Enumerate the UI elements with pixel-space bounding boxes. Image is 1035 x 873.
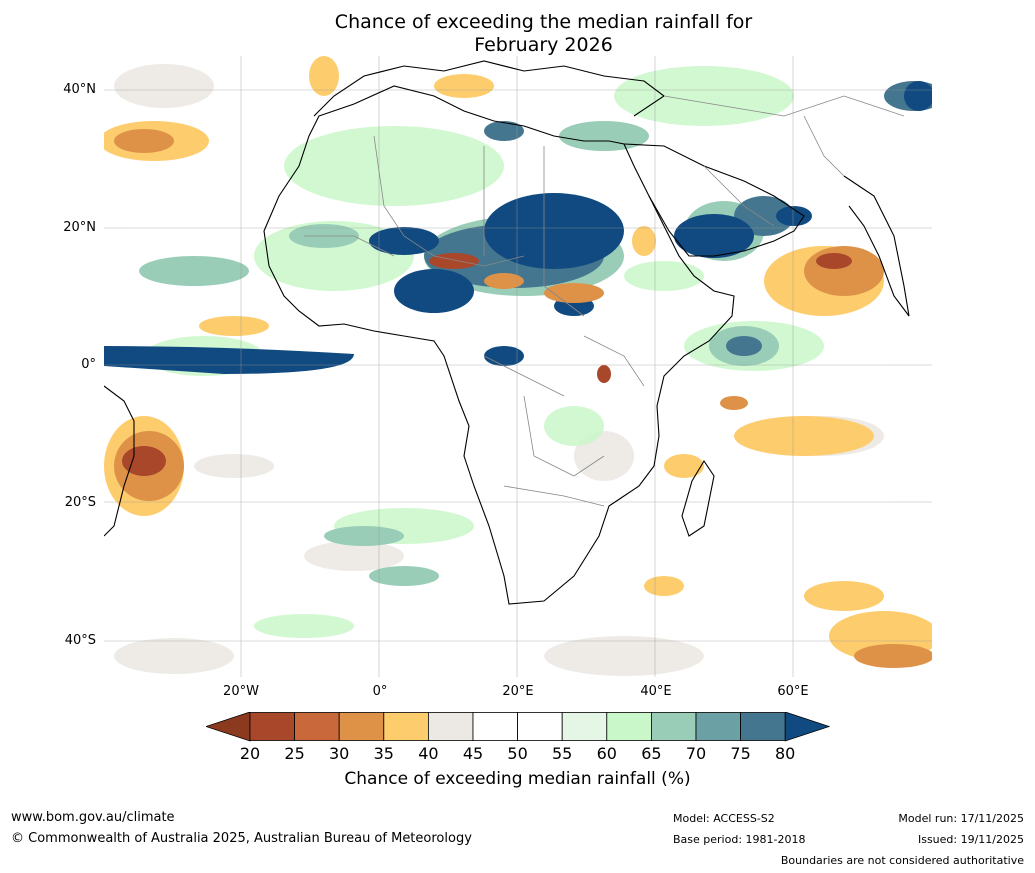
colorbar-extend-high (784, 712, 830, 742)
lon-tick-60e: 60°E (777, 684, 809, 699)
very-dry-patches (122, 253, 852, 476)
colorbar-tick-label: 55 (552, 744, 573, 763)
dark-blue-patches (104, 81, 934, 374)
footer-copyright: © Commonwealth of Australia 2025, Austra… (11, 831, 472, 846)
colorbar-cell (249, 712, 295, 741)
lat-tick-40s: 40°S (64, 633, 96, 648)
europe-coastline (313, 60, 665, 117)
south-america-coastline (103, 385, 135, 537)
colorbar-cell (650, 712, 697, 741)
colorbar-tick-label: 35 (373, 744, 394, 763)
lon-tick-40e: 40°E (640, 684, 672, 699)
map-title-line-1: Chance of exceeding the median rainfall … (334, 11, 753, 33)
colorbar-tick-label: 45 (462, 744, 484, 763)
colorbar-cell (740, 712, 786, 741)
lon-tick-20e: 20°E (502, 684, 534, 699)
colorbar-extend-low (206, 712, 251, 742)
colorbar-tick-label: 50 (507, 744, 528, 763)
colorbar-cell (338, 712, 385, 741)
lat-tick-20s: 20°S (64, 495, 96, 510)
footer-model: Model: ACCESS-S2 (673, 812, 775, 825)
lat-tick-20n: 20°N (63, 220, 96, 235)
colorbar-tick-label: 20 (239, 744, 261, 763)
colorbar-cell (695, 712, 741, 741)
colorbar-cell (561, 712, 608, 741)
colorbar-tick-label: 60 (596, 744, 617, 763)
footer-url[interactable]: www.bom.gov.au/climate (11, 810, 175, 825)
footer-base-period: Base period: 1981-2018 (673, 833, 806, 846)
footer-issued: Issued: 19/11/2025 (917, 833, 1024, 846)
colorbar-tick-label: 80 (775, 744, 796, 763)
footer-disclaimer: Boundaries are not considered authoritat… (780, 854, 1024, 867)
colorbar-cell (383, 712, 429, 741)
colorbar-title: Chance of exceeding median rainfall (%) (344, 769, 691, 789)
colorbar-tick-label: 40 (418, 744, 439, 763)
lon-tick-0: 0° (372, 684, 388, 699)
colorbar-tick-label: 70 (685, 744, 707, 763)
madagascar-coastline (681, 459, 715, 537)
lat-tick-0: 0° (81, 357, 96, 372)
rainfall-map (99, 56, 944, 677)
lon-tick-20w: 20°W (223, 684, 259, 699)
colorbar-tick-label: 75 (730, 744, 751, 763)
colorbar (206, 712, 830, 742)
colorbar-tick-label: 30 (329, 744, 350, 763)
colorbar-cell (294, 712, 340, 741)
colorbar-cell (472, 712, 518, 741)
colorbar-tick-label: 25 (284, 744, 305, 763)
map-title-line-2: February 2026 (474, 34, 613, 56)
lat-tick-40n: 40°N (63, 82, 96, 97)
map-canvas (99, 56, 944, 677)
india-coastline (843, 175, 910, 317)
colorbar-cell (606, 712, 652, 741)
colorbar-cell (517, 712, 563, 741)
colorbar-cell (427, 712, 474, 741)
country-borders (304, 95, 905, 507)
colorbar-tick-label: 65 (641, 744, 662, 763)
africa-coastline (263, 85, 735, 605)
footer-model-run: Model run: 17/11/2025 (898, 812, 1024, 825)
graticule (104, 56, 932, 677)
